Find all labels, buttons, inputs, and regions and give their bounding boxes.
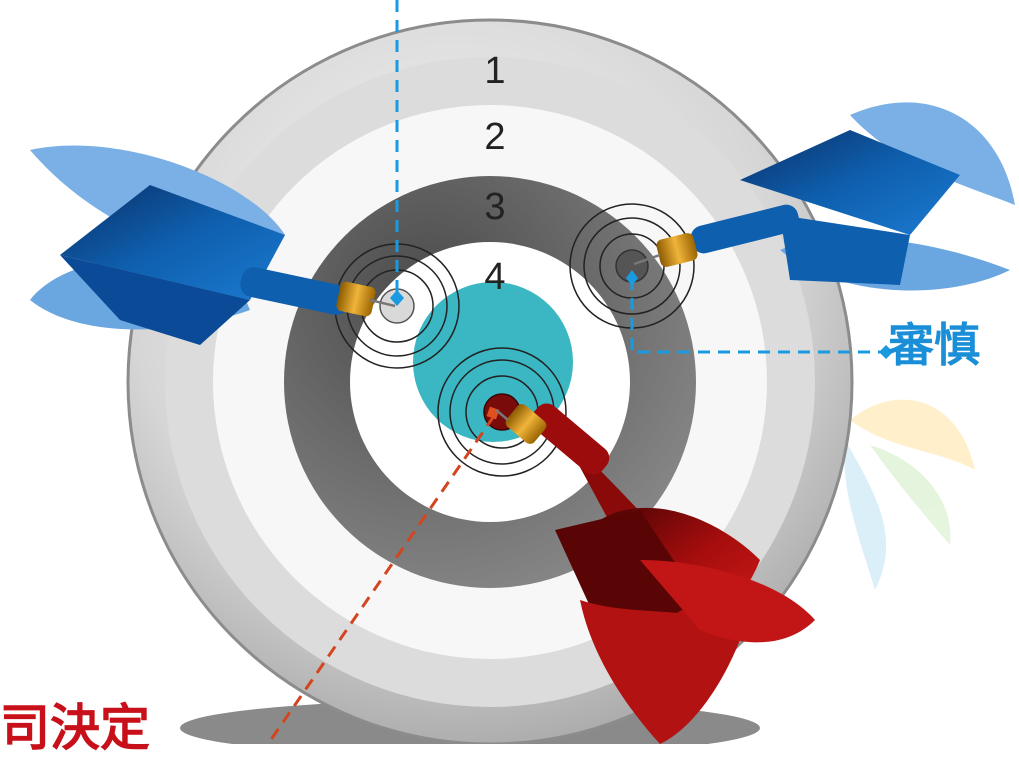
watermark-logo — [844, 399, 975, 590]
blue-marker-caption — [879, 345, 893, 359]
red-leader-line — [266, 415, 496, 744]
blue-dart-left — [30, 145, 396, 345]
blue-leader-lines — [395, 0, 886, 354]
red-dart — [495, 403, 815, 744]
red-caption-text: 司決定 — [0, 699, 150, 757]
blue-caption-text: 審慎 — [888, 318, 980, 372]
bullseye — [413, 282, 573, 442]
ring-number-2: 2 — [484, 116, 506, 158]
blue-marker-left — [390, 290, 404, 306]
ring-number-3: 3 — [484, 186, 506, 228]
blue-marker-right — [626, 270, 638, 286]
blue-dart-right — [633, 102, 1015, 291]
ring-number-1: 1 — [484, 50, 506, 92]
ring-number-4: 4 — [484, 256, 506, 298]
